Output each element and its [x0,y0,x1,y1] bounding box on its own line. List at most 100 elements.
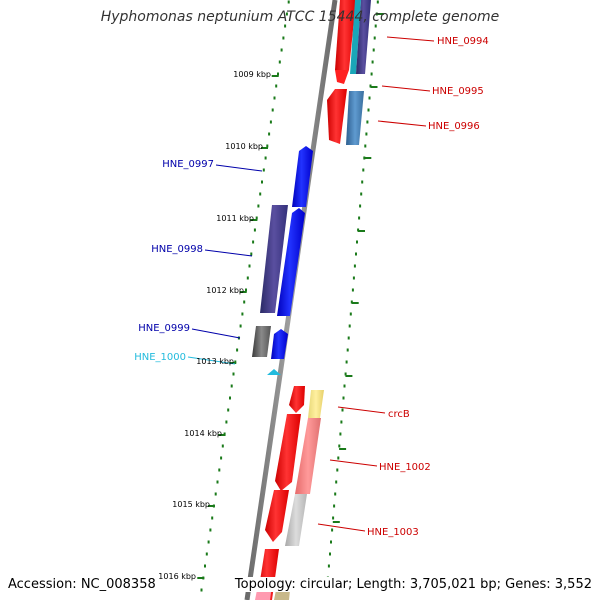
callout-lines [187,36,435,532]
outer-ruler-dot [356,240,358,244]
outer-ruler-major-tick [332,521,340,523]
feature-gray-1003[interactable] [285,494,307,546]
gene-HNE_0996-feature[interactable] [346,91,364,145]
outer-ruler-dot [360,192,363,196]
outer-ruler-dot [367,108,370,112]
outer-ruler-major-tick [370,86,378,88]
label-HNE_1002[interactable]: HNE_1002 [379,462,431,473]
inner-ruler-major-tick [197,577,205,579]
inner-ruler-dot [243,300,246,304]
outer-ruler-dot [361,180,364,184]
gene-HNE_1003-feature[interactable] [265,490,289,542]
feature-salmon-1002[interactable] [295,418,321,494]
outer-ruler-dot [368,96,371,100]
inner-ruler-major-tick [250,219,258,221]
outer-ruler-dot [373,36,376,40]
inner-ruler-dot [252,240,255,244]
outer-ruler-dot [364,144,367,148]
feature-tan-bottom[interactable] [274,590,290,600]
inner-ruler-dot [225,420,228,424]
outer-ruler-dot [341,408,344,412]
inner-ruler-dot [257,204,260,208]
gene-HNE_1002-feature[interactable] [275,414,301,491]
inner-ruler-dot [275,84,278,88]
outer-ruler-major-tick [364,157,372,159]
outer-ruler-dot [376,0,379,4]
accession-text: Accession: NC_008358 [8,577,156,592]
inner-ruler-dot [246,276,249,280]
tick-label-1009: 1009 kbp [233,70,271,79]
label-HNE_0998[interactable]: HNE_0998 [151,244,203,255]
inner-ruler-major-tick [271,75,279,77]
outer-ruler-dot [337,456,340,460]
label-HNE_0995[interactable]: HNE_0995 [432,86,484,97]
outer-ruler-dot [329,552,331,556]
outer-ruler-dot [336,468,339,472]
inner-ruler-dot [205,552,208,556]
inner-ruler-dot [250,252,253,256]
inner-ruler-dot [261,180,263,184]
inner-ruler-dot [232,372,235,376]
inner-ruler-major-tick [218,434,226,436]
feature-gray-0999[interactable] [252,326,271,357]
outer-ruler-major-tick [339,448,347,450]
outer-ruler-dot [355,252,357,256]
tick-label-1014: 1014 kbp [184,429,222,438]
feature-indigo-0998[interactable] [260,205,288,313]
inner-ruler-dot [285,12,288,16]
outer-ruler-dot [334,492,337,496]
feature-teal-0994[interactable] [350,0,361,74]
label-HNE_1000[interactable]: HNE_1000 [134,352,186,363]
tick-label-1010: 1010 kbp [225,142,263,151]
gene-HNE_0995-feature[interactable] [327,89,347,144]
inner-ruler-dot [264,156,267,160]
tick-label-1013: 1013 kbp [196,357,234,366]
inner-ruler-dot [214,492,217,496]
gene-HNE_0999-feature[interactable] [271,329,288,359]
inner-ruler-dot [259,192,262,196]
outer-ruler-dot [344,372,347,376]
outer-ruler-dot [330,540,332,544]
outer-ruler-dot [351,288,354,292]
inner-ruler-major-tick [229,362,237,364]
inner-ruler-dot [239,324,242,328]
gene-HNE_0994-feature[interactable] [335,0,356,70]
gene-HNE_0998-feature[interactable] [277,208,305,316]
inner-ruler-dot [241,312,244,316]
inner-ruler-dot [211,516,214,520]
outer-ruler-dot [352,276,355,280]
gene-crcB-feature[interactable] [289,386,305,413]
gene-HNE_0997-feature[interactable] [292,146,313,207]
feature-purple-0994[interactable] [356,0,371,74]
outer-ruler-dot [371,60,374,64]
inner-ruler-dot [273,96,276,100]
inner-ruler-dot [284,24,287,28]
outer-ruler-dot [349,312,352,316]
outer-ruler-dot [327,564,330,568]
inner-ruler-dot [278,60,281,64]
outer-ruler-major-tick [376,13,384,15]
inner-ruler-dot [207,540,210,544]
outer-ruler-dot [366,120,369,124]
tick-label-1011: 1011 kbp [216,214,254,223]
label-HNE_0997[interactable]: HNE_0997 [162,159,214,170]
gene-HNE_1000-feature[interactable] [267,369,281,375]
label-HNE_0999[interactable]: HNE_0999 [138,323,190,334]
inner-ruler-major-tick [261,147,268,149]
outer-ruler-dot [332,516,335,520]
outer-ruler-major-tick [358,230,365,232]
label-HNE_0996[interactable]: HNE_0996 [428,121,480,132]
label-crcB[interactable]: crcB [388,409,410,420]
outer-ruler-major-tick [345,375,353,377]
feature-arrow-0994[interactable] [335,70,349,84]
inner-ruler-dot [221,444,224,448]
outer-ruler-major-tick [351,302,359,304]
label-HNE_0994[interactable]: HNE_0994 [437,36,489,47]
outer-ruler-dot [345,360,348,364]
inner-ruler-dot [229,396,231,400]
feature-yellow-crcB[interactable] [308,390,324,418]
label-HNE_1003[interactable]: HNE_1003 [367,527,419,538]
outer-ruler-dot [362,168,365,172]
inner-ruler-dot [200,588,203,592]
